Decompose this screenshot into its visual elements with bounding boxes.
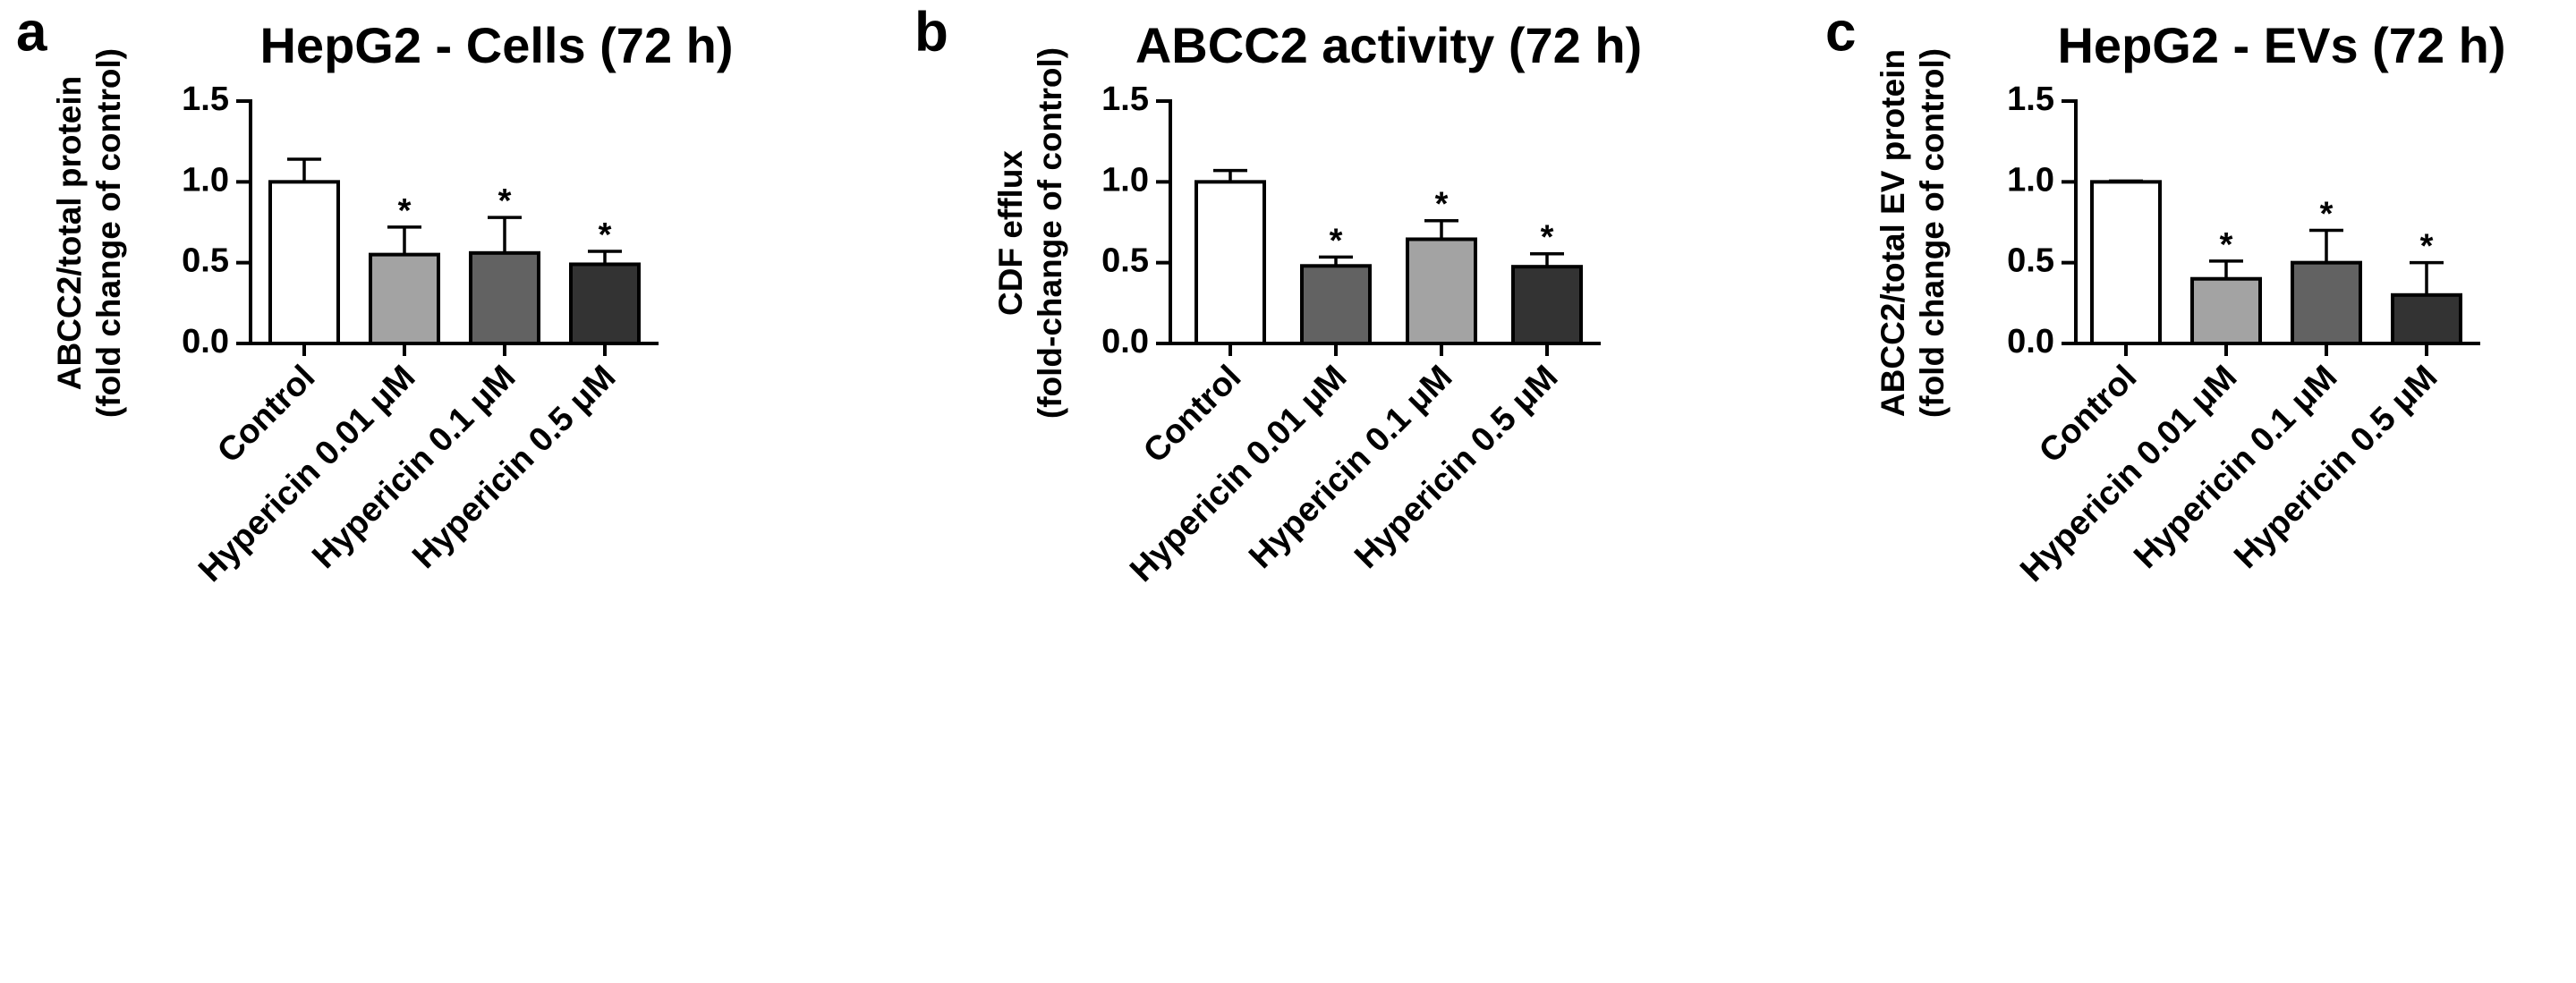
significance-marker: * [599, 216, 612, 254]
y-tick-label: 1.0 [1101, 161, 1149, 199]
panel-a: a HepG2 - Cells (72 h) ABCC2/total protein… [16, 1, 734, 589]
chart-title: HepG2 - Cells (72 h) [259, 17, 733, 73]
bar [2291, 260, 2362, 345]
chart-title: HepG2 - EVs (72 h) [2057, 17, 2505, 73]
chart-title: ABCC2 activity (72 h) [1135, 17, 1642, 73]
y-axis-label-sub: (fold change of control) [90, 48, 127, 418]
y-tick-label: 0.5 [182, 242, 229, 280]
significance-marker: * [498, 182, 512, 220]
y-tick-label: 0.0 [2007, 323, 2054, 360]
panel-letter: c [1825, 1, 1856, 63]
bar [1194, 180, 1266, 345]
significance-marker: * [398, 192, 412, 230]
bar [1406, 237, 1477, 345]
significance-marker: * [1435, 186, 1449, 224]
bar [2190, 276, 2262, 346]
x-tick-label: Hypericin 0.1 μM [1242, 359, 1459, 576]
y-tick-label: 1.0 [2007, 161, 2054, 199]
bar [2391, 292, 2462, 345]
y-tick-label: 1.5 [2007, 81, 2054, 118]
bar [2090, 180, 2162, 345]
panel-letter: a [16, 1, 47, 63]
y-tick-label: 0.5 [2007, 242, 2054, 280]
panel-b: b ABCC2 activity (72 h) CDF efflux (fold-ch… [914, 1, 1642, 589]
y-axis-label: ABCC2/total EV protein [1875, 49, 1911, 417]
significance-marker: * [2320, 196, 2334, 233]
panel-letter: b [914, 1, 948, 63]
significance-marker: * [2220, 226, 2233, 264]
bar [569, 262, 641, 345]
significance-marker: * [1330, 222, 1343, 259]
y-axis-label: ABCC2/total protein [51, 76, 88, 391]
y-tick-label: 1.5 [1101, 81, 1149, 118]
y-tick-label: 1.5 [182, 81, 229, 118]
bar [469, 250, 540, 345]
bar [1300, 264, 1372, 345]
bar [1511, 265, 1583, 345]
y-axis-label: CDF efflux [992, 150, 1029, 316]
y-tick-label: 0.0 [182, 323, 229, 360]
y-axis-label-sub: (fold change of control) [1914, 48, 1951, 418]
significance-marker: * [2420, 228, 2434, 266]
significance-marker: * [1541, 219, 1554, 257]
y-axis-label-sub: (fold-change of control) [1032, 47, 1068, 419]
panel-c: c HepG2 - EVs (72 h) ABCC2/total EV protei… [1825, 1, 2506, 589]
y-tick-label: 0.0 [1101, 323, 1149, 360]
bar [268, 180, 340, 345]
bar [369, 252, 440, 345]
y-tick-label: 1.0 [182, 161, 229, 199]
y-tick-label: 0.5 [1101, 242, 1149, 280]
x-tick-label: Hypericin 0.5 μM [1348, 359, 1565, 576]
